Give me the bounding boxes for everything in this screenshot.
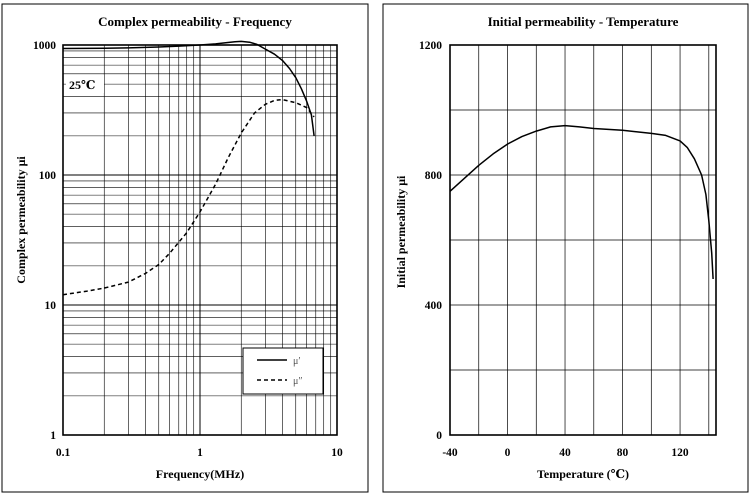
chart-title-frequency: Complex permeability - Frequency [98,14,292,29]
series-group-frequency [62,40,315,296]
plot-area-temperature [449,44,717,436]
series-line-mu-prime [62,40,315,136]
x-tick-label: 80 [617,447,629,459]
y-tick-label: 1200 [419,40,442,52]
x-tick-label: 0 [505,447,511,459]
y-tick-label: 100 [39,170,57,182]
x-tick-label: 10 [331,447,343,459]
chart-title-temperature: Initial permeability - Temperature [488,14,679,29]
x-tick-label: 1 [197,447,203,459]
annotation-text: 25℃ [69,78,95,92]
y-axis-title-frequency: Complex permeability μi [14,156,28,284]
y-tick-label: 400 [425,300,443,312]
y-tick-label: 1 [50,430,56,442]
y-axis-title-temperature: Initial permeability μi [394,175,408,288]
y-tick-label: 10 [45,300,57,312]
y-tick-label: 800 [425,170,443,182]
y-tick-label: 1000 [33,40,56,52]
x-tick-label: 120 [671,447,689,459]
series-line-permeability [449,124,714,280]
x-tick-label: -40 [442,447,458,459]
legend-frequency: μ′ μ″ [242,347,324,395]
x-tick-label: 40 [559,447,571,459]
legend-label-mu-prime: μ′ [293,356,301,367]
y-tick-label: 0 [436,430,442,442]
panel-temperature-border [382,3,749,493]
annotation-background [66,75,104,93]
annotation-temperature-label: 25℃ [66,75,104,93]
plot-grid-temperature [450,45,716,435]
x-axis-title-temperature: Temperature (℃) [537,467,629,481]
series-line-mu-double-prime [62,98,315,296]
plot-area-frequency [62,44,338,436]
legend-label-mu-double-prime: μ″ [293,376,303,387]
panel-frequency-border [1,3,369,493]
x-axis-title-frequency: Frequency(MHz) [156,467,244,481]
series-group-temperature [449,124,714,280]
legend-box [242,347,324,395]
x-tick-label: 0.1 [56,447,71,459]
